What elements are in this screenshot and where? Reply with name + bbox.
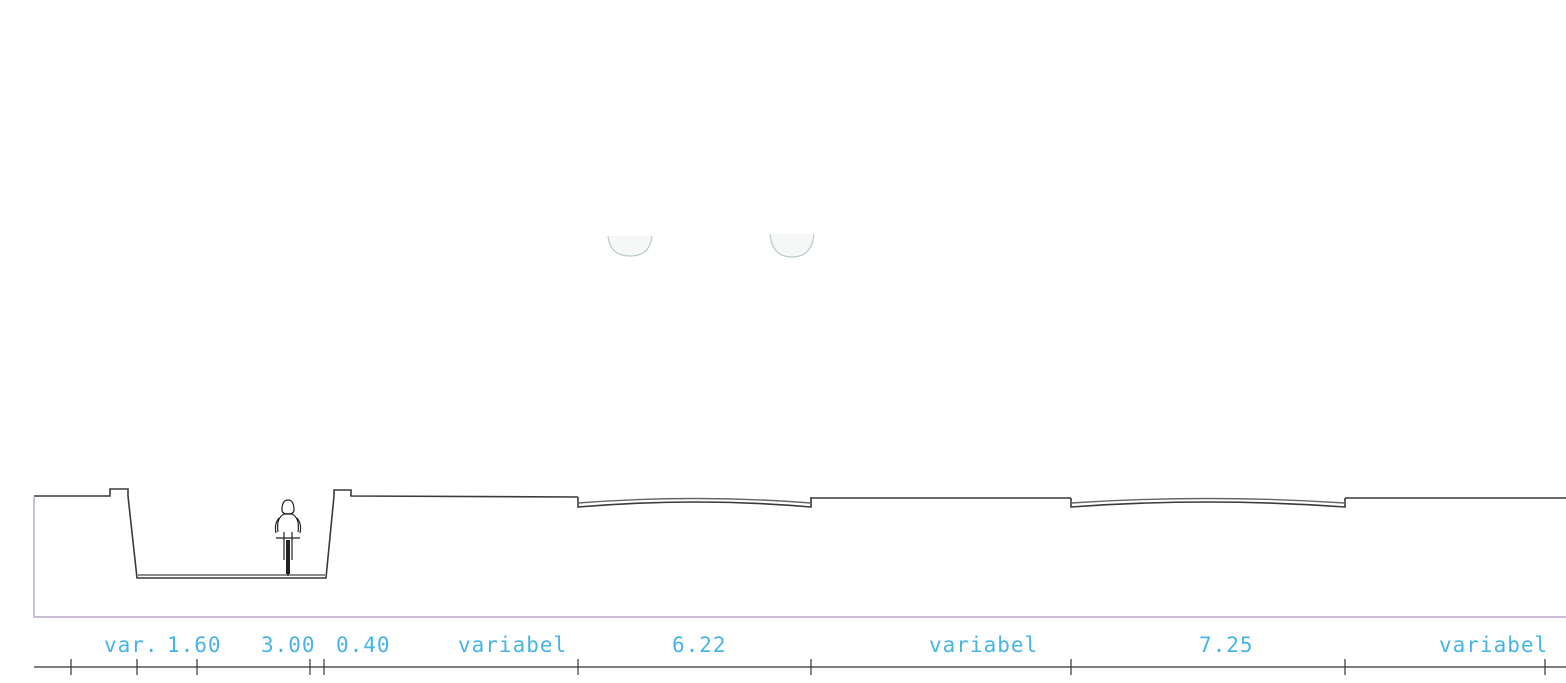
dimension-label-variabel-1: variabel — [458, 633, 567, 657]
dimension-label-7-25: 7.25 — [1199, 633, 1254, 657]
dimension-label-variabel-3: variabel — [1439, 633, 1548, 657]
dimension-label-variabel-2: variabel — [929, 633, 1038, 657]
dimension-label-1-60: 1.60 — [167, 633, 222, 657]
dimension-labels: var. 1.60 3.00 0.40 variabel 6.22 variab… — [104, 633, 1548, 657]
cyclist-icon — [275, 500, 300, 576]
dimension-label-var: var. — [104, 633, 159, 657]
dimension-label-6-22: 6.22 — [672, 633, 727, 657]
dimension-label-0-40: 0.40 — [336, 633, 391, 657]
terrain-profile — [34, 489, 1566, 578]
lamp-left-icon — [608, 236, 652, 256]
section-outline — [34, 497, 1566, 617]
dimension-label-3-00: 3.00 — [261, 633, 316, 657]
lamp-right-icon — [770, 234, 814, 257]
